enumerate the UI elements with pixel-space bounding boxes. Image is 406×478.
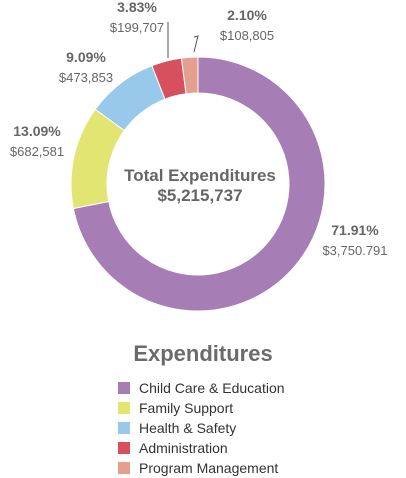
slice-program-management	[180, 56, 199, 95]
amount-label-child-care-education: $3,750.791	[322, 243, 387, 258]
center-total: $5,215,737	[157, 186, 242, 205]
legend-item-family-support: Family Support	[118, 398, 285, 418]
legend-label: Family Support	[139, 400, 234, 416]
legend-item-program-management: Program Management	[118, 458, 285, 478]
slice-labels: 71.91% $3,750.791 13.09% $682,581 9.09% $473,…	[10, 0, 388, 258]
percent-label-program-management: 2.10%	[227, 7, 267, 23]
leader-line-program-management	[193, 35, 199, 53]
legend: Child Care & Education Family Support Heal…	[118, 378, 285, 478]
legend-swatch	[118, 462, 130, 474]
leader-lines	[167, 22, 199, 58]
legend-label: Program Management	[139, 460, 279, 476]
amount-label-administration: $199,707	[110, 20, 164, 35]
center-title: Total Expenditures	[124, 166, 276, 185]
legend-label: Child Care & Education	[139, 380, 285, 396]
amount-label-family-support: $682,581	[10, 144, 64, 159]
amount-label-program-management: $108,805	[220, 28, 274, 43]
slice-child-care-education	[72, 56, 326, 312]
amount-label-health-safety: $473,853	[59, 70, 113, 85]
legend-label: Administration	[139, 440, 228, 456]
percent-label-family-support: 13.09%	[13, 123, 61, 139]
legend-label: Health & Safety	[139, 420, 237, 436]
legend-item-child-care-education: Child Care & Education	[118, 378, 285, 398]
legend-item-health-safety: Health & Safety	[118, 418, 285, 438]
legend-swatch	[118, 422, 130, 434]
legend-swatch	[118, 402, 130, 414]
percent-label-health-safety: 9.09%	[66, 49, 106, 65]
legend-swatch	[118, 382, 130, 394]
legend-swatch	[118, 442, 130, 454]
legend-title: Expenditures	[133, 341, 273, 366]
percent-label-child-care-education: 71.91%	[331, 222, 379, 238]
donut-slices	[70, 56, 326, 312]
percent-label-administration: 3.83%	[117, 0, 157, 15]
legend-item-administration: Administration	[118, 438, 285, 458]
